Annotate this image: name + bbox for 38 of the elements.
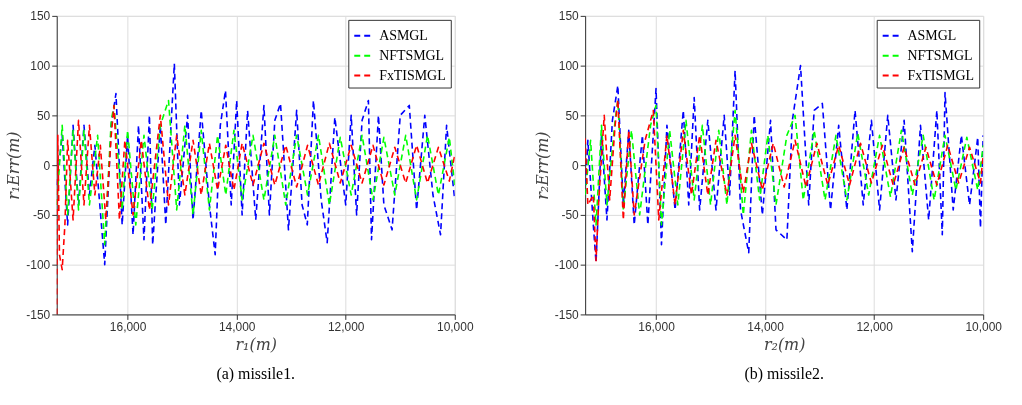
y-tick-label: -150 bbox=[26, 307, 51, 322]
line-series bbox=[56, 62, 455, 266]
text: (b) missile2. bbox=[744, 365, 824, 384]
legend-label: FxTISMGL bbox=[379, 67, 446, 83]
x-axis-title: r₂(m) bbox=[763, 334, 806, 354]
line-series bbox=[585, 99, 984, 226]
legend-label: ASMGL bbox=[379, 27, 428, 43]
y-tick-label: 50 bbox=[565, 108, 580, 123]
x-tick-label: 16,000 bbox=[109, 319, 147, 334]
x-tick-label: 10,000 bbox=[437, 319, 474, 334]
text: (a) missile1. bbox=[216, 365, 296, 384]
legend-label: NFTSMGL bbox=[379, 47, 445, 63]
y-tick-label: -150 bbox=[554, 307, 580, 322]
y-tick-label: 100 bbox=[558, 59, 580, 74]
y-tick-label: -100 bbox=[554, 258, 580, 273]
x-tick-label: 14,000 bbox=[218, 319, 256, 334]
y-tick-label: -50 bbox=[32, 208, 51, 223]
legend-label: NFTSMGL bbox=[907, 47, 973, 63]
x-axis-title: r₁(m) bbox=[235, 334, 277, 354]
y-tick-label: 0 bbox=[572, 158, 580, 173]
legend-label: FxTISMGL bbox=[907, 67, 975, 83]
y-axis-title: r₂Err(m) bbox=[532, 131, 552, 200]
x-tick-label: 12,000 bbox=[327, 319, 365, 334]
legend-label: ASMGL bbox=[907, 27, 957, 43]
y-axis-title: r₁Err(m) bbox=[4, 131, 24, 200]
y-tick-label: 150 bbox=[30, 9, 51, 24]
y-tick-label: 0 bbox=[43, 158, 51, 173]
line-series bbox=[585, 98, 984, 262]
x-tick-label: 12,000 bbox=[856, 319, 894, 334]
x-tick-label: 16,000 bbox=[638, 319, 676, 334]
y-tick-label: 100 bbox=[30, 59, 51, 74]
y-tick-label: -100 bbox=[26, 258, 51, 273]
y-tick-label: 150 bbox=[558, 9, 580, 24]
x-tick-label: 10,000 bbox=[965, 319, 1003, 334]
y-tick-label: -50 bbox=[561, 208, 580, 223]
x-tick-label: 14,000 bbox=[747, 319, 785, 334]
y-tick-label: 50 bbox=[36, 108, 51, 123]
line-series bbox=[56, 99, 455, 246]
